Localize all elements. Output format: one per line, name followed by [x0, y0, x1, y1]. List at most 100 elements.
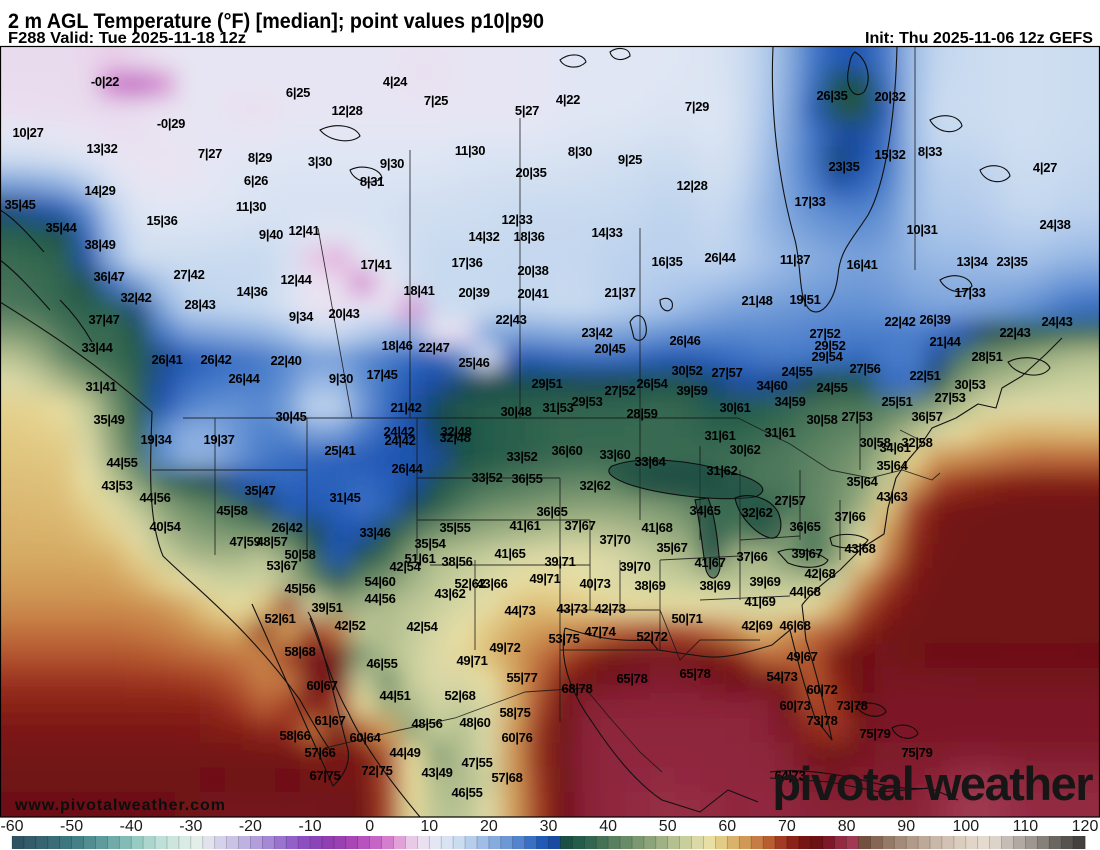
svg-text:20|45: 20|45 [594, 341, 625, 356]
svg-text:39|70: 39|70 [619, 559, 650, 574]
svg-text:32|42: 32|42 [120, 290, 151, 305]
svg-text:70: 70 [778, 818, 796, 835]
svg-text:46|68: 46|68 [779, 618, 810, 633]
svg-text:26|54: 26|54 [636, 376, 668, 391]
svg-text:20|43: 20|43 [328, 306, 359, 321]
svg-text:38|56: 38|56 [441, 554, 472, 569]
svg-text:40: 40 [599, 818, 617, 835]
svg-text:14|29: 14|29 [84, 183, 115, 198]
svg-text:27|53: 27|53 [934, 390, 965, 405]
svg-text:27|56: 27|56 [849, 361, 880, 376]
svg-text:9|25: 9|25 [618, 152, 642, 167]
svg-text:43|66: 43|66 [476, 576, 507, 591]
svg-text:14|36: 14|36 [236, 284, 267, 299]
svg-text:60|67: 60|67 [306, 678, 337, 693]
svg-text:33|64: 33|64 [634, 454, 666, 469]
svg-text:25|51: 25|51 [881, 394, 912, 409]
svg-text:31|41: 31|41 [85, 379, 116, 394]
svg-text:14|32: 14|32 [468, 229, 499, 244]
svg-text:12|41: 12|41 [288, 223, 319, 238]
svg-text:12|28: 12|28 [331, 103, 362, 118]
svg-text:41|67: 41|67 [694, 555, 725, 570]
svg-text:5|27: 5|27 [515, 103, 539, 118]
svg-text:29|52: 29|52 [814, 338, 845, 353]
svg-text:17|33: 17|33 [954, 285, 985, 300]
svg-text:13|32: 13|32 [86, 141, 117, 156]
svg-text:35|54: 35|54 [414, 536, 446, 551]
svg-text:4|27: 4|27 [1033, 160, 1057, 175]
svg-text:-30: -30 [179, 818, 202, 835]
svg-text:24|55: 24|55 [816, 380, 847, 395]
svg-text:4|24: 4|24 [383, 74, 408, 89]
svg-text:90: 90 [897, 818, 915, 835]
svg-text:18|46: 18|46 [381, 338, 412, 353]
svg-text:30: 30 [540, 818, 558, 835]
svg-text:18|36: 18|36 [513, 229, 544, 244]
svg-text:31|61: 31|61 [704, 428, 735, 443]
svg-text:43|73: 43|73 [556, 601, 587, 616]
svg-text:43|63: 43|63 [876, 489, 907, 504]
svg-text:26|44: 26|44 [228, 371, 260, 386]
svg-text:45|58: 45|58 [216, 503, 247, 518]
svg-text:0: 0 [365, 818, 374, 835]
svg-text:15|32: 15|32 [874, 147, 905, 162]
svg-text:27|57: 27|57 [711, 365, 742, 380]
svg-text:7|27: 7|27 [198, 146, 222, 161]
svg-text:15|36: 15|36 [146, 213, 177, 228]
svg-text:60: 60 [718, 818, 736, 835]
svg-text:44|68: 44|68 [789, 584, 820, 599]
svg-text:-10: -10 [299, 818, 322, 835]
svg-text:42|68: 42|68 [804, 566, 835, 581]
svg-text:35|67: 35|67 [656, 540, 687, 555]
svg-text:30|53: 30|53 [954, 377, 985, 392]
svg-text:73|78: 73|78 [836, 698, 867, 713]
svg-text:33|52: 33|52 [471, 470, 502, 485]
svg-text:20|32: 20|32 [874, 89, 905, 104]
svg-text:75|79: 75|79 [901, 745, 932, 760]
svg-text:23|35: 23|35 [996, 254, 1027, 269]
svg-text:49|67: 49|67 [786, 649, 817, 664]
svg-text:24|43: 24|43 [1041, 314, 1072, 329]
svg-text:20: 20 [480, 818, 498, 835]
svg-text:11|37: 11|37 [780, 252, 810, 267]
svg-text:-60: -60 [0, 818, 23, 835]
svg-text:20|39: 20|39 [458, 285, 489, 300]
svg-text:44|49: 44|49 [389, 745, 420, 760]
svg-text:8|29: 8|29 [248, 150, 272, 165]
svg-text:21|48: 21|48 [741, 293, 772, 308]
svg-text:9|30: 9|30 [380, 156, 404, 171]
svg-text:23|35: 23|35 [828, 159, 859, 174]
svg-text:31|61: 31|61 [764, 425, 795, 440]
svg-text:48|56: 48|56 [411, 716, 442, 731]
svg-text:58|68: 58|68 [284, 644, 315, 659]
svg-text:12|28: 12|28 [676, 178, 707, 193]
svg-text:49|72: 49|72 [489, 640, 520, 655]
svg-text:32|62: 32|62 [741, 505, 772, 520]
svg-text:64|73: 64|73 [774, 768, 805, 783]
svg-text:6|26: 6|26 [244, 173, 268, 188]
svg-text:34|61: 34|61 [879, 440, 910, 455]
svg-text:41|65: 41|65 [494, 546, 525, 561]
svg-text:39|67: 39|67 [791, 546, 822, 561]
svg-text:30|58: 30|58 [806, 412, 837, 427]
svg-text:22|51: 22|51 [909, 368, 940, 383]
svg-text:38|49: 38|49 [84, 237, 115, 252]
svg-text:75|79: 75|79 [859, 726, 890, 741]
svg-text:22|43: 22|43 [999, 325, 1030, 340]
svg-text:120: 120 [1072, 818, 1099, 835]
svg-text:39|59: 39|59 [676, 383, 707, 398]
svg-text:50|71: 50|71 [671, 611, 702, 626]
svg-text:46|55: 46|55 [366, 656, 397, 671]
svg-text:12|33: 12|33 [501, 212, 532, 227]
svg-text:32|48: 32|48 [440, 424, 471, 439]
svg-text:37|67: 37|67 [564, 518, 595, 533]
svg-text:22|42: 22|42 [884, 314, 915, 329]
svg-text:39|71: 39|71 [544, 554, 575, 569]
svg-text:65|78: 65|78 [679, 666, 710, 681]
svg-text:22|43: 22|43 [495, 312, 526, 327]
svg-text:26|42: 26|42 [200, 352, 231, 367]
svg-text:50: 50 [659, 818, 677, 835]
svg-text:26|39: 26|39 [919, 312, 950, 327]
svg-text:21|44: 21|44 [929, 334, 961, 349]
svg-text:43|53: 43|53 [101, 478, 132, 493]
